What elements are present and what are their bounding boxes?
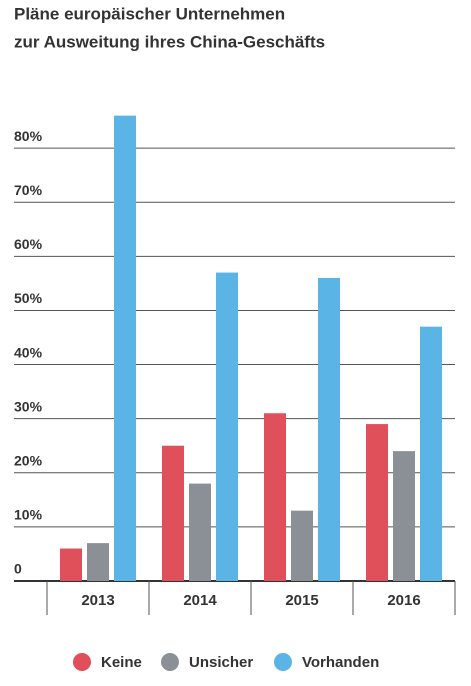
bar xyxy=(60,548,82,581)
bar xyxy=(393,451,415,581)
legend-label: Unsicher xyxy=(189,654,253,671)
legend-label: Keine xyxy=(101,654,142,671)
legend-marker xyxy=(274,653,292,671)
bar xyxy=(162,445,184,581)
y-tick-label: 80% xyxy=(14,128,43,144)
bar xyxy=(318,277,340,581)
bar xyxy=(87,543,109,581)
y-tick-label: 50% xyxy=(14,290,43,306)
y-tick-label: 20% xyxy=(14,452,43,468)
y-tick-label: 0 xyxy=(14,561,22,577)
y-tick-label: 70% xyxy=(14,182,43,198)
legend-marker xyxy=(73,653,91,671)
y-tick-label: 40% xyxy=(14,344,43,360)
chart-title: zur Ausweitung ihres China-Geschäfts xyxy=(14,32,325,51)
bar xyxy=(291,510,313,581)
x-tick-label: 2016 xyxy=(387,592,420,609)
x-tick-label: 2014 xyxy=(183,592,217,609)
bar xyxy=(420,326,442,581)
bar xyxy=(216,272,238,581)
bar xyxy=(114,115,136,582)
y-tick-label: 30% xyxy=(14,398,43,414)
y-tick-label: 60% xyxy=(14,236,43,252)
chart-title: Pläne europäischer Unternehmen xyxy=(14,4,285,23)
legend-marker xyxy=(161,653,179,671)
bar xyxy=(264,413,286,581)
x-tick-label: 2013 xyxy=(81,592,114,609)
bar xyxy=(189,483,211,581)
bar xyxy=(366,424,388,581)
legend-label: Vorhanden xyxy=(302,654,379,671)
x-tick-label: 2015 xyxy=(285,592,318,609)
y-tick-label: 10% xyxy=(14,507,43,523)
